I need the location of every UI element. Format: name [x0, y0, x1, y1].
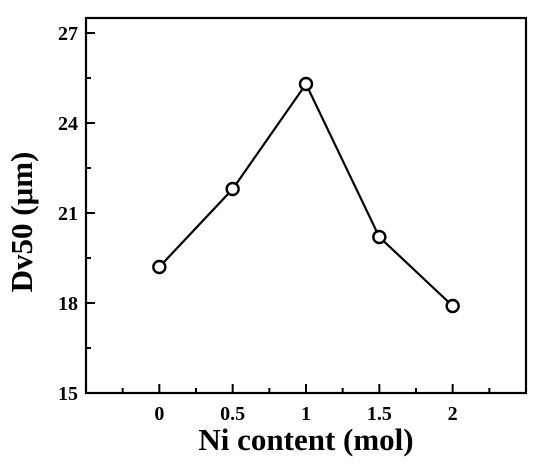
x-tick-label: 2 [448, 403, 458, 425]
data-point-marker [152, 259, 167, 275]
x-tick-label: 0.5 [220, 403, 245, 425]
data-point-marker [445, 298, 460, 314]
x-axis-title: Ni content (mol) [198, 422, 413, 457]
x-tick-label: 1 [301, 403, 311, 425]
y-tick-label: 18 [58, 293, 78, 315]
y-tick-label: 21 [58, 203, 78, 225]
series-line [158, 81, 454, 307]
x-tick-label: 1.5 [367, 403, 392, 425]
data-point-marker [298, 76, 314, 92]
data-point-marker [372, 229, 387, 245]
plot-frame [84, 16, 528, 395]
x-tick-label: 0 [154, 403, 164, 425]
y-tick-label: 24 [58, 113, 78, 135]
data-point-marker [225, 181, 240, 197]
y-tick-label: 15 [58, 383, 78, 405]
y-axis-title: Dv50 (μm) [4, 152, 39, 293]
y-tick-label: 27 [58, 23, 78, 45]
